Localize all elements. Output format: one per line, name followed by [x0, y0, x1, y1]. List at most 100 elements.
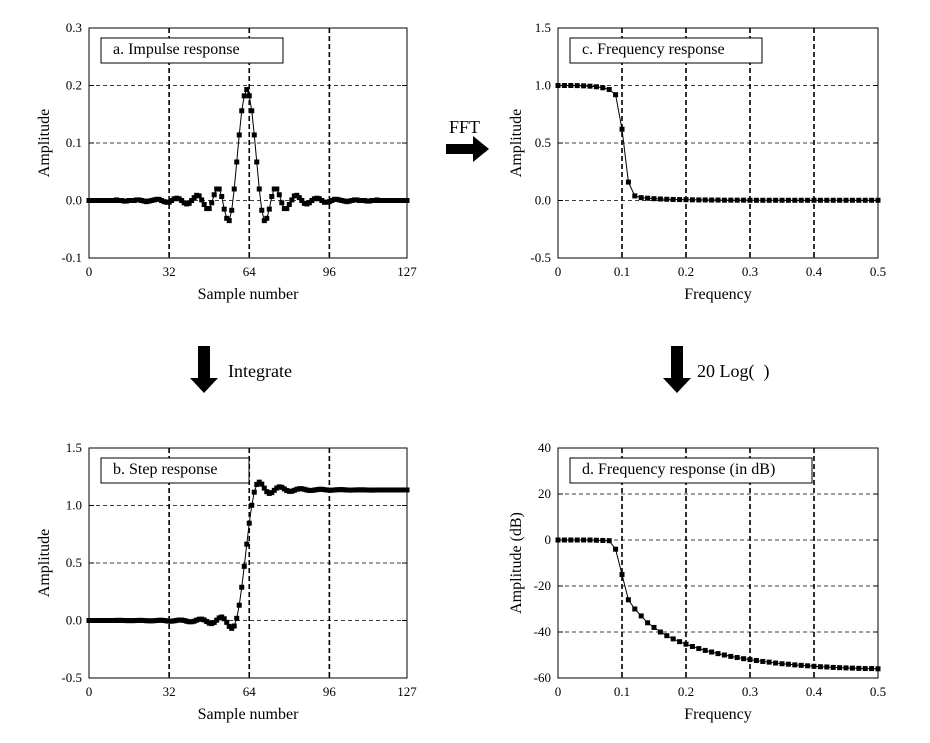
data-point — [619, 126, 625, 132]
x-axis-label: Sample number — [198, 706, 300, 723]
x-tick-label: 127 — [397, 684, 417, 699]
data-point — [311, 487, 317, 493]
data-point — [146, 198, 152, 204]
data-point — [386, 487, 392, 493]
data-point — [341, 487, 347, 493]
data-point — [830, 197, 836, 203]
data-point — [336, 487, 342, 493]
right-arrow-icon — [446, 136, 489, 162]
data-point — [837, 665, 843, 671]
panel-step-response: Sample number Amplitude -0.5 0.0 0.5 1.0 1.5… — [36, 440, 417, 723]
data-point — [632, 193, 638, 199]
data-point — [817, 664, 823, 670]
data-point — [664, 196, 670, 202]
data-point — [164, 199, 170, 205]
fft-label: FFT — [449, 117, 480, 137]
data-point — [721, 652, 727, 658]
x-tick-label: 96 — [323, 684, 337, 699]
data-point — [209, 200, 215, 206]
data-point — [249, 108, 255, 114]
data-point — [336, 197, 342, 203]
data-point — [593, 84, 599, 90]
data-point — [555, 537, 561, 543]
data-point — [574, 537, 580, 543]
data-point — [299, 198, 305, 203]
data-point — [289, 197, 295, 203]
data-point — [677, 639, 683, 645]
data-point — [304, 487, 310, 493]
y-tick-label: 0.5 — [66, 555, 82, 570]
data-point — [176, 196, 182, 202]
data-point — [561, 537, 567, 543]
data-point — [231, 623, 237, 629]
data-line — [558, 539, 879, 670]
y-axis-label: Amplitude — [36, 109, 53, 177]
title-box — [100, 37, 284, 64]
data-point — [760, 197, 766, 203]
y-tick-label: 1.0 — [66, 498, 82, 513]
data-point — [329, 487, 335, 493]
data-point — [209, 621, 215, 627]
data-point — [875, 197, 881, 203]
data-line — [558, 85, 878, 201]
data-point — [126, 618, 132, 624]
data-point — [747, 657, 753, 663]
data-point — [349, 487, 355, 493]
data-point — [184, 618, 190, 624]
data-point — [236, 602, 242, 608]
data-point — [119, 617, 125, 623]
data-point — [94, 198, 100, 203]
data-point — [291, 193, 297, 199]
y-tick-label: 0.1 — [66, 135, 82, 150]
integrate-label: Integrate — [228, 361, 292, 381]
data-point — [849, 665, 855, 671]
integrate-arrow: Integrate — [190, 346, 292, 393]
data-point — [862, 666, 868, 672]
x-tick-label: 0 — [86, 684, 93, 699]
chart-title: a. Impulse response — [113, 41, 240, 58]
data-point — [241, 563, 247, 569]
data-point — [246, 93, 252, 99]
data-point — [256, 186, 262, 192]
data-point — [721, 197, 727, 203]
data-point — [632, 606, 638, 612]
data-point — [747, 197, 753, 203]
x-tick-label: 96 — [323, 264, 337, 279]
data-point — [311, 196, 317, 202]
data-point — [843, 665, 849, 671]
data-point — [279, 484, 285, 490]
data-point — [651, 624, 657, 630]
data-point — [709, 197, 715, 203]
data-point — [773, 660, 779, 666]
panel-frequency-response: Frequency Amplitude -0.5 0.0 0.5 1.0 1.5 0 0.1… — [508, 20, 886, 303]
data-point — [244, 541, 250, 547]
data-point — [254, 481, 260, 487]
data-point — [251, 489, 257, 495]
y-tick-label: 1.5 — [66, 440, 82, 455]
data-point — [817, 197, 823, 203]
log-label: 20 Log( ) — [697, 361, 769, 382]
x-tick-label: 0.4 — [806, 684, 823, 699]
data-point — [296, 195, 302, 201]
data-point — [201, 202, 207, 208]
data-point — [229, 207, 235, 213]
x-tick-label: 127 — [397, 264, 417, 279]
data-point — [683, 197, 689, 203]
fft-arrow: FFT — [446, 117, 489, 162]
down-arrow-icon — [190, 346, 218, 393]
data-point — [869, 666, 875, 672]
data-point — [625, 597, 631, 603]
down-arrow-icon — [663, 346, 691, 393]
data-point — [114, 617, 120, 623]
data-point — [259, 207, 265, 213]
data-point — [234, 615, 240, 621]
data-point — [657, 196, 663, 202]
data-point — [244, 87, 250, 93]
data-point — [234, 159, 240, 165]
y-tick-label: 0.0 — [66, 613, 82, 628]
y-tick-label: -20 — [534, 578, 551, 593]
data-point — [779, 661, 785, 667]
x-tick-label: 64 — [243, 684, 257, 699]
data-point — [241, 93, 247, 99]
